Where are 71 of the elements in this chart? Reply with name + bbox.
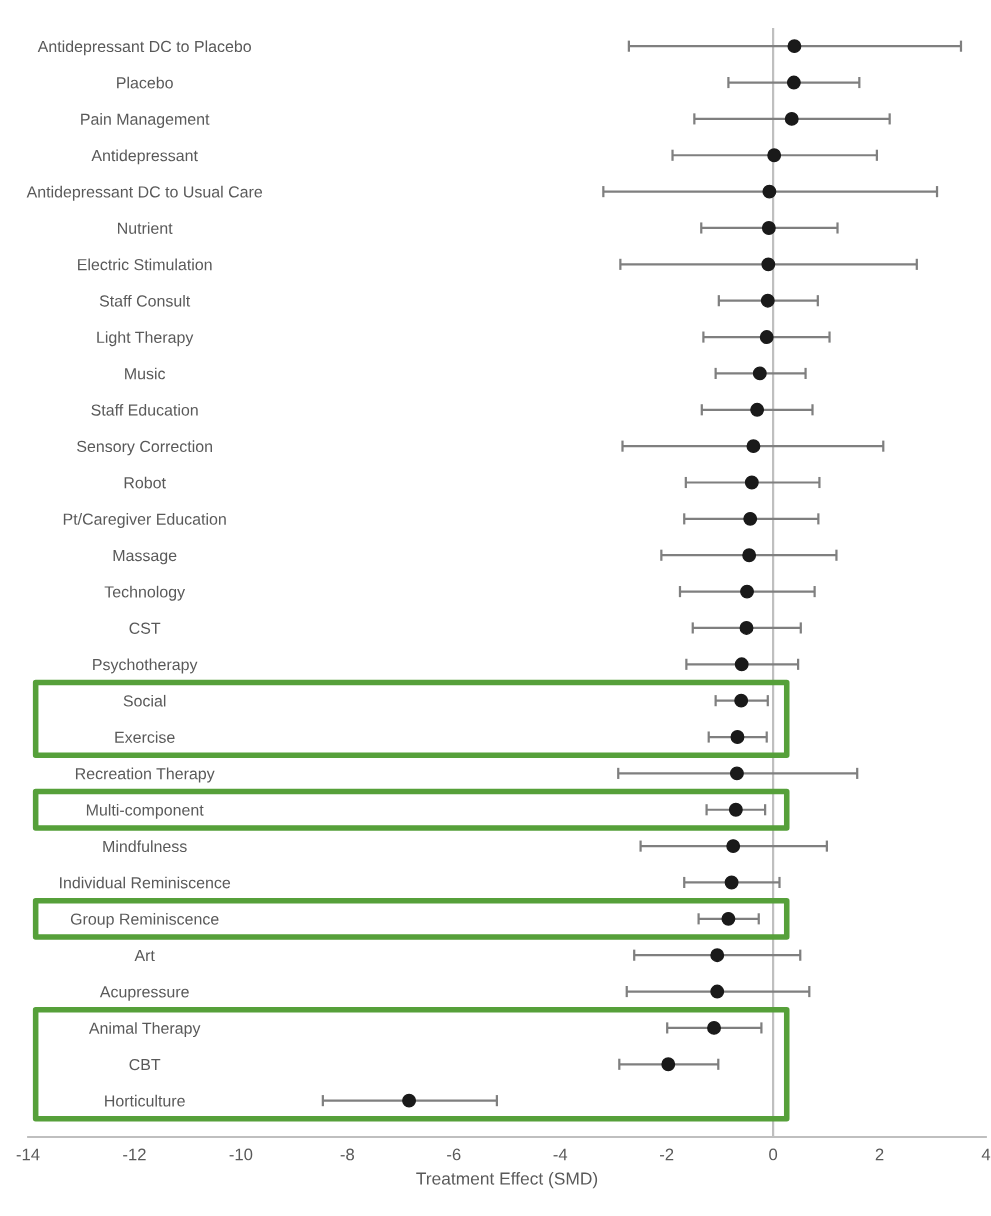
y-tick-label: Electric Stimulation	[78, 258, 212, 271]
point	[743, 511, 758, 526]
point	[742, 548, 757, 563]
x-tick-label: 0	[769, 1148, 778, 1161]
point	[730, 730, 745, 744]
y-tick-label: Pt/Caregiver Education	[63, 513, 226, 528]
point	[761, 257, 776, 272]
y-tick-label: Robot	[124, 476, 166, 489]
point	[740, 584, 754, 599]
point	[729, 766, 744, 781]
point	[767, 148, 782, 163]
point	[760, 293, 775, 308]
point	[724, 875, 739, 890]
point	[744, 475, 759, 490]
point	[728, 802, 743, 817]
point	[661, 1057, 676, 1072]
x-tick-label: -14	[16, 1148, 40, 1161]
y-tick-label: Massage	[113, 550, 177, 565]
y-tick-label: Animal Therapy	[88, 1022, 201, 1038]
point	[726, 839, 741, 854]
point	[721, 911, 736, 926]
x-tick-label: -8	[340, 1148, 355, 1161]
y-tick-label: Social	[123, 694, 166, 707]
point	[759, 330, 774, 345]
x-tick-label: -10	[229, 1148, 253, 1161]
x-tick-label: 2	[875, 1148, 884, 1161]
x-tick-label: -2	[660, 1148, 674, 1161]
y-tick-label: Placebo	[117, 76, 173, 89]
y-tick-label: CBT	[129, 1058, 161, 1071]
y-tick-label: Group Reminiscence	[70, 913, 219, 928]
y-tick-label: Pain Management	[81, 113, 210, 128]
y-tick-label: Antidepressant DC to Usual Care	[26, 185, 263, 201]
y-tick-label: Mindfulness	[103, 840, 187, 853]
point	[739, 621, 754, 635]
y-tick-label: Staff Education	[91, 404, 198, 416]
x-tick-label: -4	[553, 1148, 568, 1161]
point	[761, 221, 776, 235]
y-tick-label: Music	[125, 367, 166, 380]
y-tick-label: Antidepressant	[91, 149, 198, 165]
y-tick-label: Light Therapy	[97, 331, 194, 347]
point	[784, 111, 799, 126]
y-tick-label: Nutrient	[118, 222, 173, 234]
x-tick-label: -12	[123, 1148, 146, 1161]
x-axis-title: Treatment Effect (SMD)	[416, 1171, 598, 1189]
y-tick-label: Psychotherapy	[93, 658, 198, 674]
point	[734, 693, 749, 708]
point	[786, 75, 801, 90]
x-tick-label: -6	[447, 1148, 461, 1161]
point	[707, 1020, 721, 1035]
point	[787, 39, 802, 54]
y-tick-label: Multi-component	[86, 803, 204, 819]
y-tick-label: Individual Reminiscence	[60, 876, 231, 889]
y-tick-label: Staff Consult	[99, 294, 191, 307]
point	[746, 439, 761, 454]
point	[762, 184, 777, 199]
point	[402, 1093, 417, 1108]
y-tick-label: Recreation Therapy	[75, 767, 215, 783]
point	[710, 984, 725, 999]
point	[752, 366, 767, 381]
point	[734, 657, 749, 672]
y-tick-label: Exercise	[115, 731, 175, 743]
point	[710, 948, 725, 963]
y-tick-label: Art	[134, 950, 155, 962]
x-tick-label: 4	[981, 1148, 991, 1161]
y-tick-label: Horticulture	[105, 1094, 185, 1107]
y-tick-label: Acupressure	[99, 986, 189, 1001]
y-tick-label: Sensory Correction	[77, 440, 212, 456]
y-tick-label: Technology	[104, 585, 186, 601]
y-tick-label: CST	[129, 622, 161, 634]
y-tick-label: Antidepressant DC to Placebo	[37, 40, 251, 56]
point	[750, 402, 765, 417]
